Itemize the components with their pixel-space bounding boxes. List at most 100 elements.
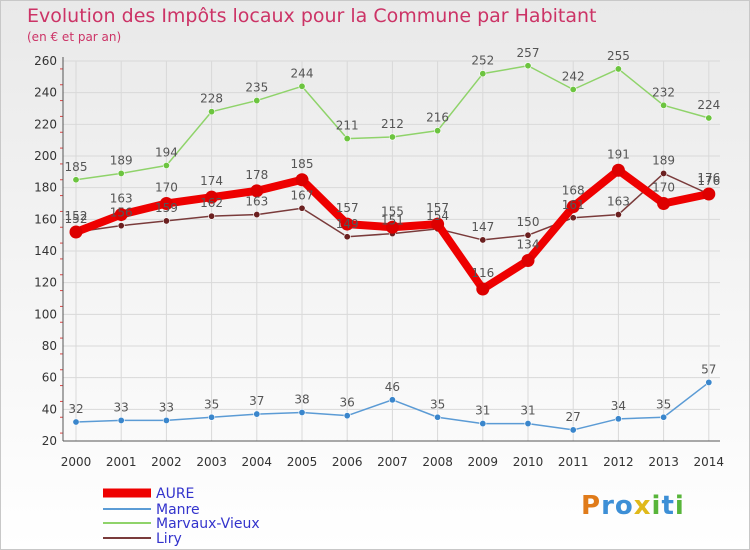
x-tick-label: 2005 [287, 455, 318, 469]
data-label: 154 [426, 209, 449, 223]
data-point [431, 217, 445, 231]
data-point [660, 101, 668, 109]
data-label: 33 [159, 400, 174, 414]
data-point [566, 200, 580, 214]
data-point [295, 173, 309, 187]
data-label: 185 [65, 160, 88, 174]
data-point [162, 162, 170, 170]
data-point [521, 254, 535, 267]
data-point [162, 217, 170, 225]
data-point [72, 418, 80, 426]
legend-label: Marvaux-Vieux [156, 516, 260, 532]
data-label: 224 [697, 98, 720, 112]
data-point [298, 204, 306, 212]
data-point [702, 187, 716, 201]
data-point [114, 208, 128, 222]
data-label: 178 [245, 168, 268, 182]
data-label: 27 [566, 410, 581, 424]
data-point [434, 127, 442, 135]
x-tick-label: 2002 [151, 455, 182, 469]
data-label: 228 [200, 92, 223, 106]
y-tick-label: 160 [34, 212, 57, 226]
data-label: 152 [65, 209, 88, 223]
data-point [117, 169, 125, 177]
data-label: 155 [381, 204, 404, 218]
data-label: 163 [245, 195, 268, 209]
x-tick-label: 2000 [61, 455, 92, 469]
y-tick-label: 80 [42, 339, 57, 353]
data-point [660, 169, 668, 177]
data-label: 35 [656, 397, 671, 411]
data-label: 191 [607, 147, 630, 161]
data-point [250, 184, 264, 198]
data-point [298, 82, 306, 90]
data-label: 157 [426, 201, 449, 215]
data-point [705, 114, 713, 122]
y-tick-label: 60 [42, 371, 57, 385]
data-label: 185 [291, 157, 314, 171]
data-label: 57 [701, 362, 716, 376]
data-label: 116 [471, 266, 494, 280]
data-label: 150 [517, 215, 540, 229]
data-point [253, 410, 261, 418]
data-label: 212 [381, 117, 404, 131]
data-point [657, 197, 671, 210]
data-label: 167 [291, 188, 314, 202]
data-point [385, 220, 399, 234]
data-label: 38 [294, 393, 309, 407]
x-tick-label: 2003 [196, 455, 227, 469]
data-point [524, 231, 532, 239]
data-point [479, 70, 487, 78]
y-tick-label: 120 [34, 276, 57, 290]
legend-label: Manre [156, 502, 200, 518]
y-tick-label: 200 [34, 149, 57, 163]
data-point [614, 211, 622, 219]
y-tick-label: 20 [42, 434, 57, 448]
x-tick-label: 2001 [106, 455, 137, 469]
data-point [479, 236, 487, 244]
data-label: 211 [336, 119, 359, 133]
data-label: 159 [155, 201, 178, 215]
data-point [524, 420, 532, 428]
y-tick-label: 100 [34, 307, 57, 321]
data-point [479, 420, 487, 428]
x-tick-label: 2008 [422, 455, 453, 469]
data-point [660, 413, 668, 421]
data-point [205, 190, 219, 204]
data-label: 176 [697, 174, 720, 188]
data-point [343, 233, 351, 241]
data-point [434, 413, 442, 421]
x-tick-label: 2011 [558, 455, 589, 469]
x-tick-label: 2004 [242, 455, 273, 469]
data-label: 170 [155, 181, 178, 195]
data-point [705, 378, 713, 386]
data-label: 189 [652, 153, 675, 167]
data-point [340, 217, 354, 231]
x-tick-label: 2013 [648, 455, 679, 469]
chart-title: Evolution des Impôts locaux pour la Comm… [27, 5, 597, 27]
data-point [253, 97, 261, 105]
data-point [569, 426, 577, 434]
data-point [569, 86, 577, 94]
data-label: 151 [381, 214, 404, 228]
data-label: 147 [471, 220, 494, 234]
y-tick-label: 180 [34, 181, 57, 195]
data-label: 33 [114, 400, 129, 414]
data-point [208, 108, 216, 116]
data-label: 162 [200, 196, 223, 210]
data-label: 232 [652, 85, 675, 99]
data-point [388, 133, 396, 141]
data-label: 194 [155, 146, 178, 160]
data-point [343, 135, 351, 143]
x-tick-label: 2006 [332, 455, 363, 469]
data-point [611, 163, 625, 177]
data-label: 46 [385, 380, 400, 394]
data-label: 34 [611, 399, 626, 413]
data-label: 244 [291, 66, 314, 80]
legend-label: AURE [156, 486, 194, 502]
data-label: 174 [200, 174, 223, 188]
data-label: 156 [110, 206, 133, 220]
data-label: 32 [68, 402, 83, 416]
